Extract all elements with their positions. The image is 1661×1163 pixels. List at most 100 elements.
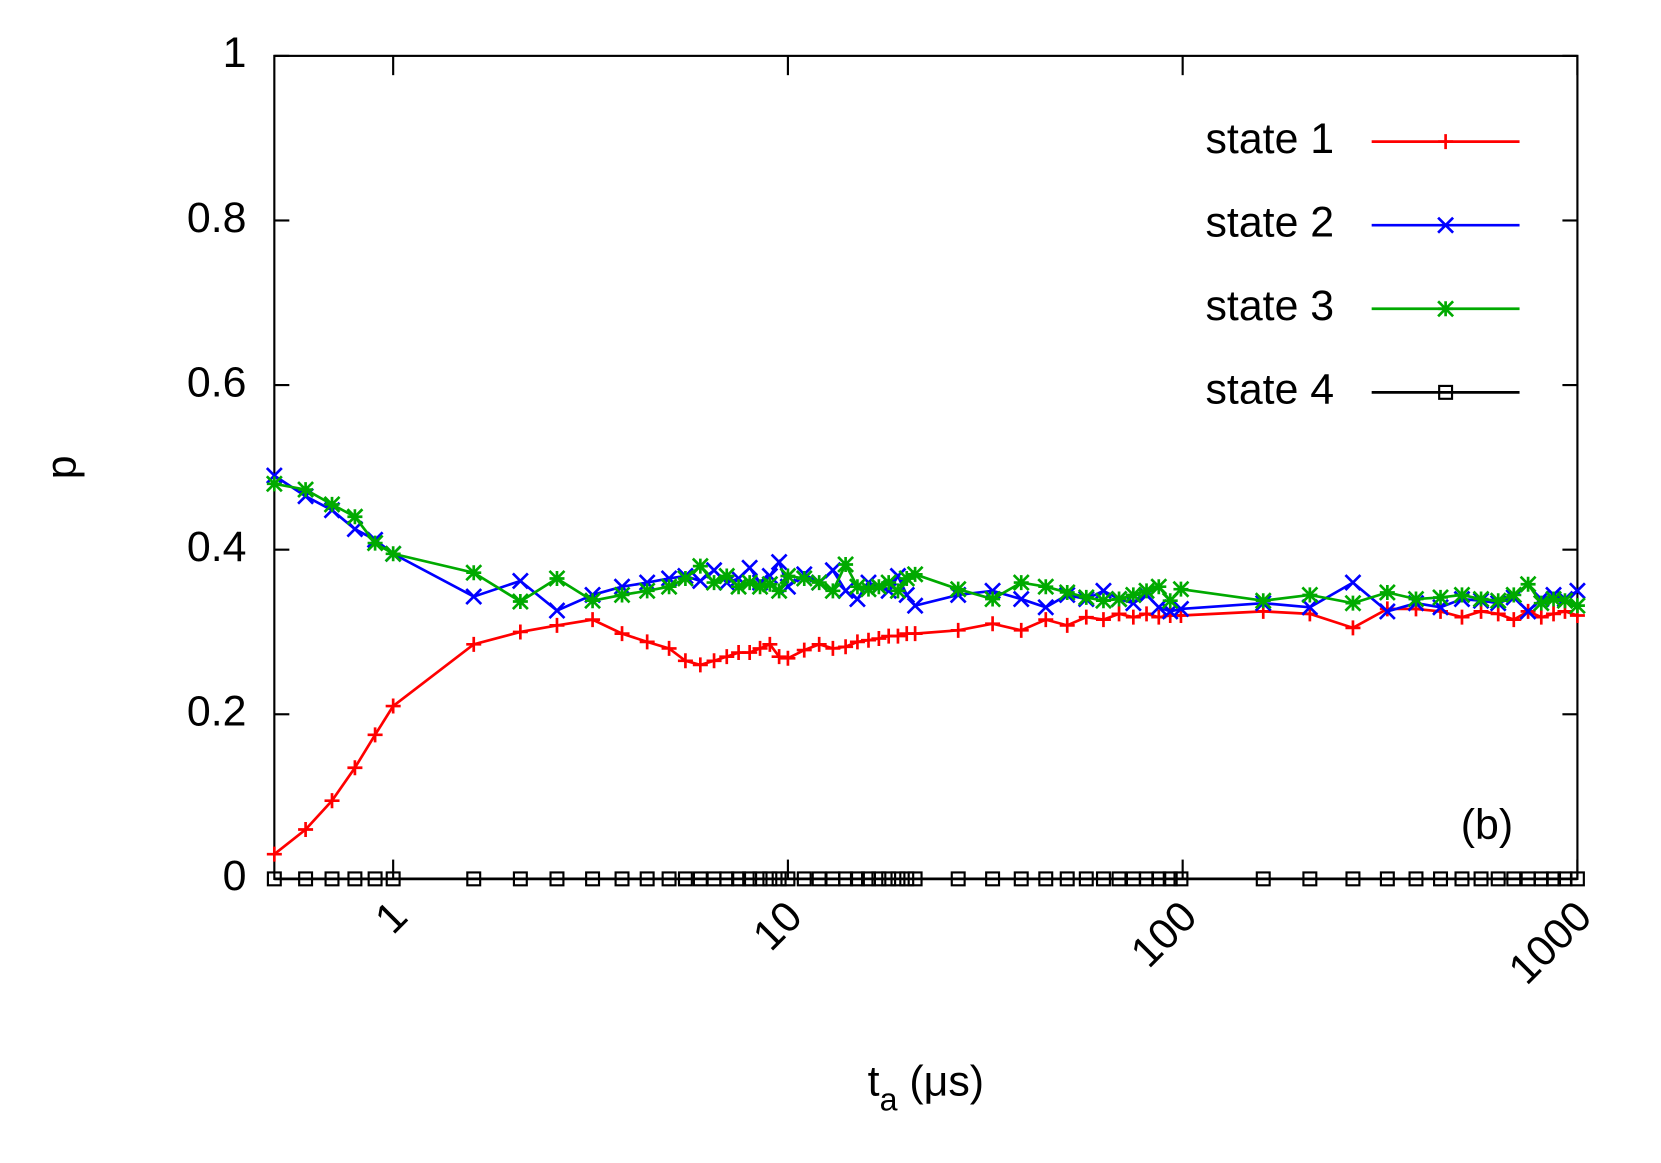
- marker: [1454, 871, 1470, 887]
- marker: [677, 653, 693, 669]
- marker: [741, 574, 759, 592]
- marker: [811, 636, 827, 652]
- marker: [860, 632, 876, 648]
- marker: [549, 617, 565, 633]
- marker: [1172, 580, 1190, 598]
- marker: [661, 640, 677, 656]
- marker: [639, 871, 655, 887]
- y-tick-label: 0.4: [187, 523, 247, 571]
- marker: [548, 570, 566, 587]
- marker: [1111, 871, 1127, 887]
- marker: [1095, 592, 1112, 610]
- marker: [906, 565, 924, 583]
- marker: [367, 871, 383, 887]
- marker: [1473, 871, 1489, 887]
- marker: [585, 871, 601, 887]
- marker: [1150, 598, 1168, 616]
- legend-marker: [1437, 216, 1455, 234]
- marker: [705, 574, 723, 592]
- marker: [1013, 622, 1029, 638]
- marker: [1151, 871, 1167, 887]
- x-tick-label: 1000: [1500, 892, 1601, 993]
- marker: [1038, 871, 1054, 887]
- marker: [950, 622, 966, 638]
- marker: [824, 582, 842, 600]
- marker: [1545, 590, 1562, 608]
- marker: [1037, 598, 1055, 616]
- marker: [770, 582, 788, 600]
- y-tick-label: 0.8: [187, 194, 247, 242]
- marker: [1453, 586, 1471, 604]
- legend-label: state 3: [1205, 282, 1334, 330]
- marker: [719, 649, 735, 665]
- marker: [950, 871, 966, 887]
- marker: [638, 582, 656, 600]
- marker: [347, 760, 363, 776]
- marker: [881, 871, 897, 887]
- marker: [676, 570, 694, 587]
- marker: [1172, 600, 1190, 618]
- marker: [751, 578, 769, 596]
- marker: [1124, 586, 1142, 604]
- marker: [691, 557, 709, 575]
- marker: [1301, 598, 1319, 616]
- marker: [1301, 586, 1319, 604]
- marker: [466, 636, 482, 652]
- legend-label: state 1: [1205, 115, 1334, 163]
- marker: [1013, 871, 1029, 887]
- marker: [1345, 871, 1361, 887]
- marker: [1138, 582, 1155, 600]
- marker: [890, 628, 906, 644]
- marker: [298, 821, 314, 837]
- x-tick-label: 10: [744, 892, 812, 960]
- marker: [1095, 871, 1111, 887]
- marker: [384, 545, 402, 563]
- marker: [762, 636, 778, 652]
- marker: [367, 727, 383, 743]
- marker: [639, 634, 655, 650]
- marker: [1012, 590, 1030, 608]
- marker: [548, 602, 566, 620]
- marker: [1059, 617, 1075, 633]
- legend-label: state 2: [1205, 199, 1334, 247]
- marker: [1490, 871, 1506, 887]
- y-tick-label: 0: [223, 852, 247, 900]
- marker: [1378, 584, 1396, 601]
- marker: [1378, 602, 1396, 620]
- marker: [1111, 606, 1127, 622]
- marker: [511, 572, 529, 590]
- marker: [347, 871, 363, 887]
- marker: [366, 534, 384, 552]
- y-tick-label: 0.2: [187, 688, 247, 736]
- marker: [779, 567, 797, 585]
- marker: [880, 574, 898, 592]
- marker: [1505, 586, 1523, 604]
- marker: [1454, 609, 1470, 625]
- marker: [512, 871, 528, 887]
- marker: [871, 871, 887, 887]
- marker: [860, 871, 876, 887]
- marker: [1344, 574, 1362, 592]
- marker: [795, 570, 813, 587]
- marker: [298, 871, 314, 887]
- x-tick-label: 1: [366, 892, 417, 943]
- marker: [385, 698, 401, 714]
- marker: [691, 572, 709, 590]
- marker: [1150, 578, 1168, 596]
- marker: [1433, 871, 1449, 887]
- marker: [742, 645, 758, 661]
- marker: [1568, 582, 1586, 600]
- marker: [1519, 602, 1537, 620]
- marker: [266, 871, 282, 887]
- marker: [985, 871, 1001, 887]
- legend-marker: [1438, 384, 1454, 400]
- marker: [838, 639, 854, 655]
- marker: [1173, 871, 1189, 887]
- marker: [741, 559, 759, 577]
- marker: [1255, 871, 1271, 887]
- marker: [907, 871, 923, 887]
- marker: [825, 640, 841, 656]
- marker: [466, 871, 482, 887]
- marker: [1161, 592, 1179, 610]
- marker: [796, 642, 812, 658]
